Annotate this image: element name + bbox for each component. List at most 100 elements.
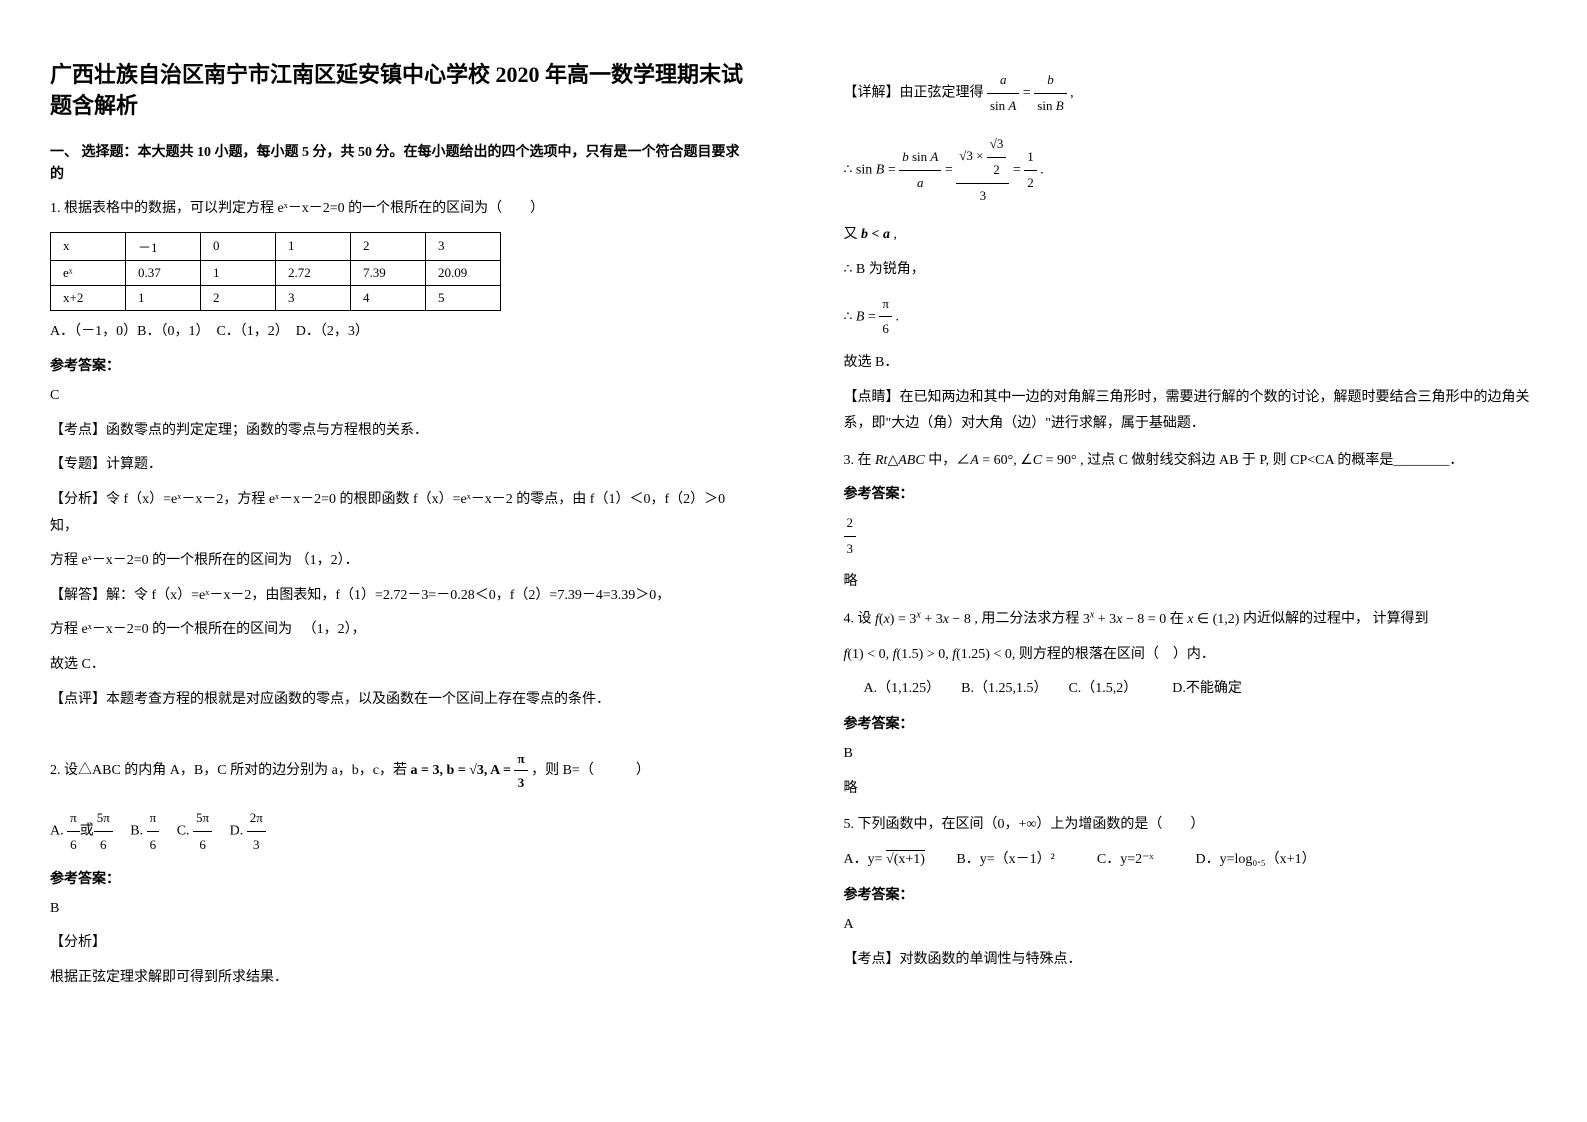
q5-kaodian: 【考点】对数函数的单调性与特殊点． [844,947,1538,974]
therefore: ∴ [844,163,856,178]
q3-answer: 23 [844,511,1538,561]
text: B．y=（x－1）² C．y=2⁻ˣ D．y=log₀.₅（x+1） [928,852,1315,867]
cell: 1 [126,285,201,310]
q2-fenxi: 根据正弦定理求解即可得到所求结果． [50,965,744,992]
fraction: asin A [987,68,1019,118]
q5-answer: A [844,912,1538,939]
right-column: 【详解】由正弦定理得 asin A = bsin B , ∴ sin B = b… [794,0,1587,1122]
cell: －1 [126,232,201,260]
cell: x [51,232,126,260]
cell: 1 [276,232,351,260]
opt-label: A. [50,824,67,839]
q5-stem: 5. 下列函数中，在区间（0，+∞）上为增函数的是（ ） [844,812,1538,837]
q4-options: A.（1,1.25） B.（1.25,1.5） C.（1.5,2） D.不能确定 [844,676,1538,703]
cell: 0 [201,232,276,260]
fraction: π6 [147,805,160,858]
q2-line3: 又 b < a , [844,222,1538,249]
text: , 过点 C 做射线交斜边 AB 于 P, 则 CP<CA 的概率是______… [1080,453,1463,468]
q1-jieda3: 故选 C． [50,652,744,679]
q4-lue: 略 [844,776,1538,803]
text: 则方程的根落在区间（ ）内． [1019,647,1215,662]
cell: 2 [201,285,276,310]
q5-options: A．y= √(x+1) B．y=（x－1）² C．y=2⁻ˣ D．y=log₀.… [844,847,1538,874]
answer-label: 参考答案： [844,483,1538,503]
cell: 5 [426,285,501,310]
q2-line4: ∴ B 为锐角， [844,257,1538,284]
answer-label: 参考答案： [844,884,1538,904]
q1-fenxi2: 方程 eˣ－x－2=0 的一个根所在的区间为 （1，2）． [50,548,744,575]
q1-jieda2: 方程 eˣ－x－2=0 的一个根所在的区间为 （1，2）， [50,617,744,644]
cell: 4 [351,285,426,310]
answer-label: 参考答案： [50,355,744,375]
q1-zhuanti: 【专题】计算题． [50,452,744,479]
left-column: 广西壮族自治区南宁市江南区延安镇中心学校 2020 年高一数学理期末试题含解析 … [0,0,794,1122]
q2-stem-pre: 2. 设△ABC 的内角 A，B，C 所对的边分别为 a，b，c，若 [50,763,411,778]
cell: 0.37 [126,260,201,285]
therefore: ∴ [844,309,856,324]
opt-label: B. [116,824,146,839]
text: A．y= [844,852,883,867]
q1-table: x －1 0 1 2 3 eˣ 0.37 1 2.72 7.39 20.09 x… [50,232,501,311]
cell: 3 [276,285,351,310]
table-row: x －1 0 1 2 3 [51,232,501,260]
text: 3. 在 [844,453,876,468]
formula: 3x + 3x − 8 = 0 在 x ∈ (1,2) [1083,612,1240,627]
text: , 用二分法求方程 [974,612,1083,627]
fraction: 5π6 [193,805,212,858]
cell: x+2 [51,285,126,310]
q1-dianping: 【点评】本题考查方程的根就是对应函数的零点，以及函数在一个区间上存在零点的条件． [50,687,744,714]
fraction: b sin Aa [899,145,941,195]
cell: eˣ [51,260,126,285]
q2-fenxi-label: 【分析】 [50,930,744,957]
text: 又 [844,227,862,242]
q2-xiangjie: 【详解】由正弦定理得 asin A = bsin B , [844,68,1538,118]
fraction: 2π3 [247,805,266,858]
cell: 1 [201,260,276,285]
section-1-header: 一、 选择题：本大题共 10 小题，每小题 5 分，共 50 分。在每小题给出的… [50,142,744,187]
q1-stem: 1. 根据表格中的数据，可以判定方程 eˣ－x－2=0 的一个根所在的区间为（ … [50,196,744,221]
cell: 2.72 [276,260,351,285]
q2-line5: ∴ B = π6 . [844,292,1538,342]
q4-stem: 4. 设 f(x) = 3x + 3x − 8 , 用二分法求方程 3x + 3… [844,606,1538,632]
q2-options: A. π6或5π6 B. π6 C. 5π6 D. 2π3 [50,805,744,858]
q2-line6: 故选 B． [844,350,1538,377]
cell: 3 [426,232,501,260]
q2-stem-post: ，则 B=（ ） [531,763,650,778]
text: 4. 设 [844,612,876,627]
opt-label: C. [163,824,193,839]
fraction: 23 [844,511,857,561]
fraction: π6 [879,292,892,342]
formula: f(1) < 0, f(1.5) > 0, f(1.25) < 0, [844,647,1016,662]
fraction: √3 × √323 [956,132,1009,208]
fraction: 5π6 [94,805,113,858]
q2-line2: ∴ sin B = b sin Aa = √3 × √323 = 12 . [844,132,1538,208]
formula: a = 3, b = √3, A = π3 [411,747,528,795]
answer-label: 参考答案： [844,713,1538,733]
formula: f(x) = 3x + 3x − 8 [875,612,971,627]
q1-kaodian: 【考点】函数零点的判定定理；函数的零点与方程根的关系． [50,418,744,445]
cell: 2 [351,232,426,260]
q1-answer: C [50,383,744,410]
q1-jieda: 【解答】解：令 f（x）=eˣ－x－2，由图表知，f（1）=2.72－3=－0.… [50,583,744,610]
q3-lue: 略 [844,569,1538,596]
q2-answer: B [50,896,744,923]
cell: 7.39 [351,260,426,285]
answer-label: 参考答案： [50,868,744,888]
cell: 20.09 [426,260,501,285]
q4-stem2: f(1) < 0, f(1.5) > 0, f(1.25) < 0, 则方程的根… [844,642,1538,669]
q2-stem: 2. 设△ABC 的内角 A，B，C 所对的边分别为 a，b，c，若 a = 3… [50,747,744,795]
fraction: π6 [67,805,80,858]
text: 内近似解的过程中， 计算得到 [1243,612,1429,627]
q1-fenxi: 【分析】令 f（x）=eˣ－x－2，方程 eˣ－x－2=0 的根即函数 f（x）… [50,487,744,540]
doc-title: 广西壮族自治区南宁市江南区延安镇中心学校 2020 年高一数学理期末试题含解析 [50,60,744,122]
fraction: 12 [1024,145,1037,195]
formula: Rt△ABC 中，∠A = 60°, ∠C = 90° [875,453,1077,468]
label: 【详解】由正弦定理得 [844,85,988,100]
opt-label: D. [216,824,247,839]
table-row: eˣ 0.37 1 2.72 7.39 20.09 [51,260,501,285]
q3-stem: 3. 在 Rt△ABC 中，∠A = 60°, ∠C = 90° , 过点 C … [844,448,1538,473]
q2-dianjing: 【点睛】在已知两边和其中一边的对角解三角形时，需要进行解的个数的讨论，解题时要结… [844,385,1538,438]
q4-answer: B [844,741,1538,768]
table-row: x+2 1 2 3 4 5 [51,285,501,310]
fraction: bsin B [1034,68,1066,118]
